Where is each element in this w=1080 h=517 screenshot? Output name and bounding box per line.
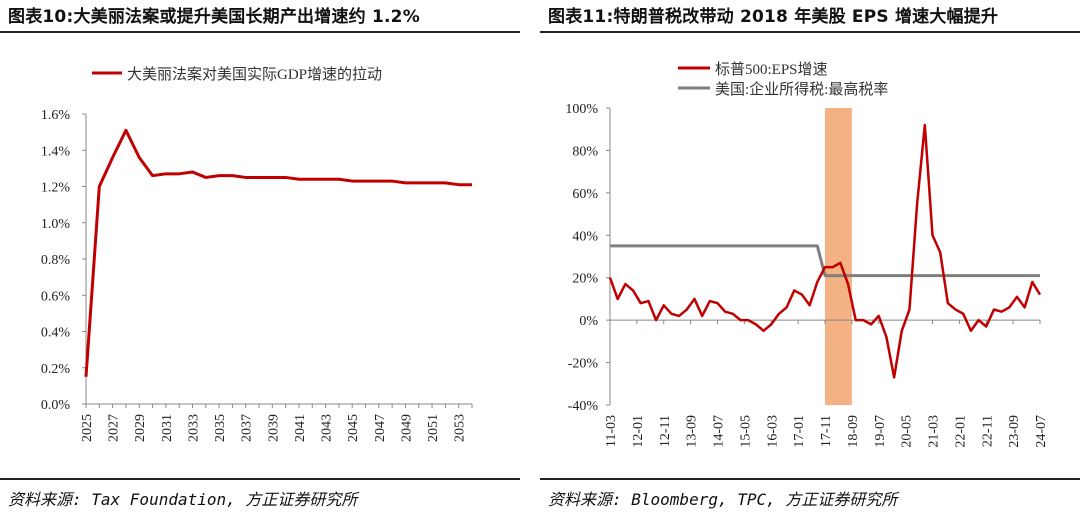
left-bottom-rule [0,478,520,480]
x-tick-label: 2039 [266,414,281,442]
x-tick-label: 12-01 [631,415,646,448]
x-tick-label: 18-09 [846,415,861,448]
y-tick-label: 1.4% [41,144,71,159]
tax-reform-highlight-band [825,108,852,405]
y-tick-label: 40% [572,229,598,244]
eps-growth-line [608,123,1042,379]
y-tick-label: 100% [565,102,598,117]
x-tick-label: 2045 [346,414,361,442]
x-tick-label: 21-03 [927,415,942,448]
legend-label: 美国:企业所得税:最高税率 [715,80,888,98]
right-source-note: 资料来源: Bloomberg, TPC, 方正证券研究所 [548,490,898,509]
right-chart-panel: 图表11:特朗普税改带动 2018 年美股 EPS 增速大幅提升 -40% -20… [540,0,1080,517]
x-tick-label: 14-07 [712,415,727,448]
x-tick-label: 2041 [293,414,308,442]
x-tick-label: 2047 [373,414,388,442]
x-tick-label: 15-05 [738,415,753,448]
x-tick-label: 17-11 [819,415,834,447]
x-tick-label: 2029 [133,414,148,442]
x-tick-label: 16-03 [765,415,780,448]
right-top-rule [540,31,1080,33]
y-tick-label: 0.8% [41,253,71,268]
legend-label: 大美丽法案对美国实际GDP增速的拉动 [127,65,382,83]
x-tick-label: 2033 [186,414,201,442]
x-tick-label: 2051 [426,414,441,442]
left-top-rule [0,31,520,33]
left-chart-title: 图表10:大美丽法案或提升美国长期产出增速约 1.2% [8,7,420,27]
x-tick-label: 24-07 [1034,415,1049,448]
x-tick-label: 20-05 [900,415,915,448]
x-tick-label: 13-09 [685,415,700,448]
legend-label: 标普500:EPS增速 [715,61,828,78]
x-tick-label: 19-07 [873,415,888,448]
y-tick-label: 20% [572,272,598,287]
x-tick-label: 2035 [213,414,228,442]
right-bottom-rule [540,478,1080,480]
y-tick-label: 0.6% [41,289,71,304]
x-tick-label: 17-01 [792,415,807,448]
corporate-tax-rate-line [610,244,1040,278]
y-tick-label: 60% [572,187,598,202]
x-tick-label: 12-11 [658,415,673,447]
y-tick-label: 0.0% [41,398,71,413]
left-line-chart: 0.0% 0.2% 0.4% 0.6% 0.8% 1.0% 1.2% 1.4% 1.6% 2025… [41,65,473,442]
x-tick-label: 2025 [80,414,95,442]
x-tick-label: 2027 [107,414,122,442]
x-tick-label: 23-09 [1007,415,1022,448]
x-tick-label: 2053 [453,414,468,442]
x-tick-label: 2049 [399,414,414,442]
x-tick-label: 2037 [240,414,255,442]
y-tick-label: 0.2% [41,362,71,377]
y-tick-label: 0% [579,314,598,329]
left-source-note: 资料来源: Tax Foundation, 方正证券研究所 [8,490,358,509]
y-tick-label: -20% [568,357,599,372]
left-chart-panel: 图表10:大美丽法案或提升美国长期产出增速约 1.2% 0.0% 0.2% 0.4%… [0,0,520,517]
x-tick-label: 2043 [320,414,335,442]
x-tick-label: 22-11 [980,415,995,447]
x-tick-label: 2031 [160,414,175,442]
right-line-chart: -40% -20% 0% 20% 40% 60% 80% 100% 11-03 12-01 12-1… [565,61,1049,448]
x-tick-label: 11-03 [604,415,619,447]
gdp-growth-line [84,128,472,377]
y-tick-label: 1.2% [41,181,71,196]
y-tick-label: 1.0% [41,217,71,232]
x-tick-label: 22-01 [953,415,968,448]
y-tick-label: 1.6% [41,108,71,123]
y-tick-label: 80% [572,144,598,159]
y-tick-label: 0.4% [41,326,71,341]
right-chart-title: 图表11:特朗普税改带动 2018 年美股 EPS 增速大幅提升 [548,7,999,27]
y-tick-label: -40% [568,399,599,414]
